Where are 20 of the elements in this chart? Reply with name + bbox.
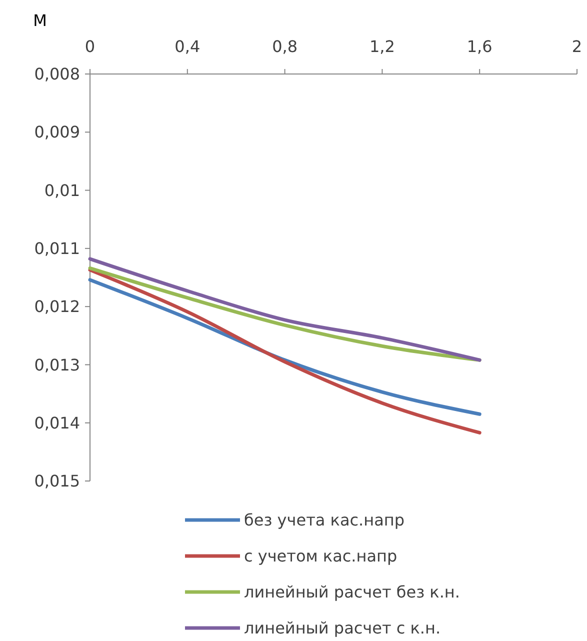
- legend-label: без учета кас.напр: [244, 510, 405, 530]
- y-tick-label: 0,013: [34, 355, 80, 374]
- y-tick-label: 0,014: [34, 413, 80, 432]
- y-tick-label: 0,01: [44, 180, 80, 200]
- x-tick-label: 2: [572, 37, 582, 56]
- x-tick-label: 1,2: [369, 37, 395, 56]
- y-tick-label: 0,015: [34, 472, 80, 491]
- y-tick-label: 0,009: [34, 122, 80, 142]
- y-tick-label: 0,008: [34, 64, 80, 84]
- y-tick-label: 0,011: [34, 239, 80, 258]
- y-axis-title: M: [33, 11, 47, 30]
- legend-label: линейный расчет с к.н.: [244, 618, 441, 638]
- x-tick-label: 0,4: [174, 37, 200, 56]
- x-tick-label: 1,6: [466, 37, 492, 56]
- y-tick-label: 0,012: [34, 297, 80, 316]
- x-tick-label: 0,8: [272, 37, 298, 56]
- x-tick-label: 0: [84, 37, 96, 56]
- legend-label: с учетом кас.напр: [244, 546, 398, 566]
- legend-label: линейный расчет без к.н.: [244, 582, 460, 602]
- line-series: [88, 268, 482, 434]
